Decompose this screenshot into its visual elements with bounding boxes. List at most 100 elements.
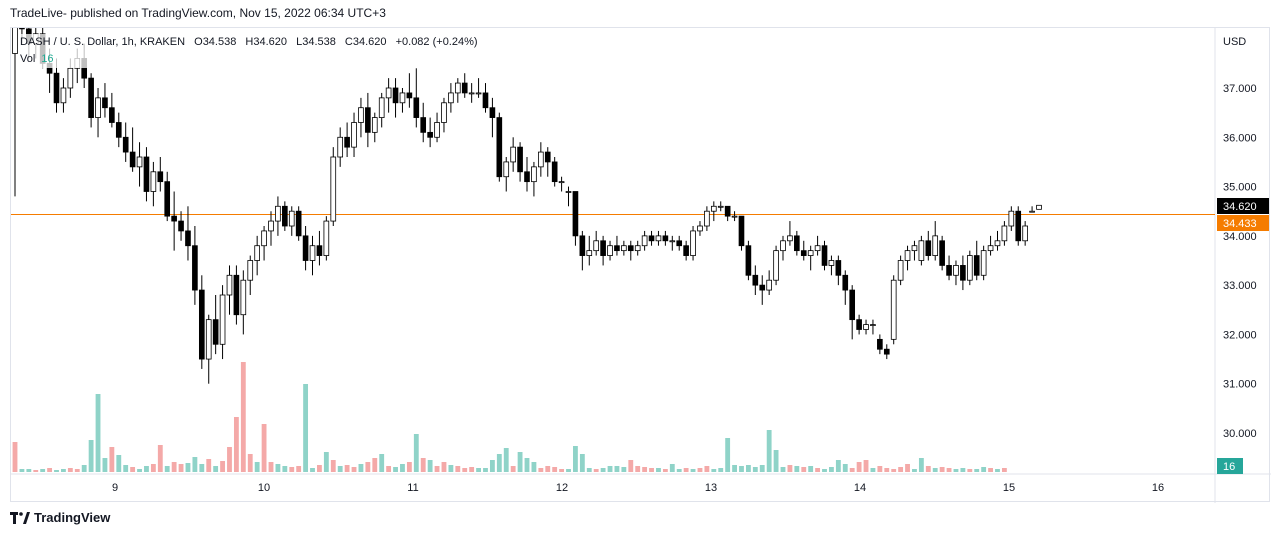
volume-label: Vol — [20, 53, 36, 65]
volume-bar — [649, 468, 654, 472]
volume-bar — [752, 467, 758, 472]
candle-body — [482, 92, 489, 109]
candle-body — [655, 235, 662, 242]
candle-body — [219, 294, 226, 345]
candle-body — [233, 274, 240, 316]
chart-frame[interactable]: USD 37.000 36.000 35.000 34.000 33.000 32.000 3… — [10, 27, 1271, 503]
candle-body — [399, 92, 406, 104]
volume-bar — [925, 466, 931, 472]
candle-body — [475, 92, 482, 95]
volume-bar — [95, 394, 101, 472]
volume-bar — [600, 468, 606, 472]
volume-bar — [323, 452, 329, 472]
volume-bar — [745, 465, 751, 472]
volume-bar — [787, 465, 793, 472]
volume-bar — [614, 466, 620, 472]
candle-body — [136, 156, 143, 168]
volume-bar — [372, 458, 378, 472]
candle-body — [828, 260, 835, 266]
volume-bar — [621, 467, 627, 472]
candle-body — [897, 260, 904, 281]
candle-body — [413, 97, 420, 118]
candle-body — [939, 240, 945, 266]
candle-body — [371, 117, 378, 133]
volume-bar — [102, 458, 108, 472]
candle-body — [122, 136, 129, 153]
candle-body — [531, 166, 537, 183]
candle-body — [738, 215, 745, 247]
open-value: 34.538 — [202, 36, 237, 48]
volume-bar — [732, 465, 737, 472]
volume-bar — [669, 464, 675, 472]
volume-bar — [794, 466, 800, 472]
volume-bar — [206, 459, 212, 472]
volume-bar — [455, 466, 461, 472]
candle-body — [717, 205, 724, 208]
candle-body — [973, 255, 980, 276]
candle-body — [925, 240, 932, 256]
candle-body — [565, 191, 572, 193]
volume-bar — [718, 468, 724, 472]
candle-body — [88, 77, 94, 118]
volume-bar — [559, 469, 565, 472]
candle-body — [503, 161, 510, 178]
candle-body — [95, 97, 101, 118]
candle-body — [67, 67, 74, 89]
candle-body — [1008, 210, 1015, 227]
volume-bar — [573, 446, 578, 472]
volume-bar — [157, 445, 163, 472]
candle-body — [358, 107, 364, 123]
volume-bar — [884, 468, 890, 472]
candle-body — [109, 107, 115, 123]
candle-body — [406, 92, 413, 99]
volume-bar — [164, 466, 170, 472]
volume-bar — [393, 467, 398, 472]
candle-body — [572, 191, 579, 237]
price-tag-label: 34.433 — [1223, 218, 1257, 230]
candle-body — [607, 245, 613, 256]
ohlc-row: DASH / U. S. Dollar, 1h, KRAKEN O34.538 … — [20, 34, 478, 51]
candle-body — [946, 265, 952, 276]
volume-bar — [434, 466, 440, 472]
candle-body — [178, 220, 184, 232]
volume-bar — [171, 462, 177, 472]
candle-body — [558, 181, 565, 184]
volume-bar — [877, 466, 883, 472]
candle-body — [980, 250, 987, 276]
candle-body — [434, 122, 440, 138]
candle-body — [724, 205, 731, 217]
x-tick-label: 16 — [1152, 482, 1164, 494]
candlestick-chart[interactable]: USD 37.000 36.000 35.000 34.000 33.000 32.000 3… — [11, 28, 1271, 503]
candle-body — [752, 274, 759, 286]
volume-bar — [690, 469, 696, 472]
candle-body — [814, 245, 821, 252]
publisher-line: TradeLive- published on TradingView.com,… — [10, 6, 386, 20]
candle-body — [586, 250, 593, 256]
candle-body — [704, 210, 710, 227]
candle-body — [621, 245, 627, 252]
volume-bar — [545, 466, 551, 472]
volume-bar — [19, 469, 25, 472]
volume-bar — [427, 460, 433, 472]
volume-bar — [406, 462, 412, 472]
volume-bar — [988, 468, 993, 472]
volume-bar — [725, 438, 731, 472]
candle-body — [129, 151, 136, 168]
volume-bar — [476, 468, 481, 472]
candle-body — [448, 92, 454, 104]
x-tick-label: 13 — [705, 482, 717, 494]
volume-bar — [531, 462, 537, 472]
volume-bar — [275, 464, 281, 472]
candle-body — [192, 245, 198, 291]
volume-bar — [863, 460, 869, 472]
volume-bar — [282, 466, 288, 472]
volume-bar — [192, 457, 198, 472]
volume-bar — [898, 467, 904, 472]
volume-bar — [337, 466, 343, 472]
volume-bar — [289, 467, 295, 472]
candle-body — [911, 245, 918, 252]
tradingview-footer[interactable]: TradingView — [10, 510, 110, 525]
volume-bar — [144, 466, 149, 472]
candle-body — [766, 279, 772, 291]
volume-bar — [662, 469, 668, 472]
